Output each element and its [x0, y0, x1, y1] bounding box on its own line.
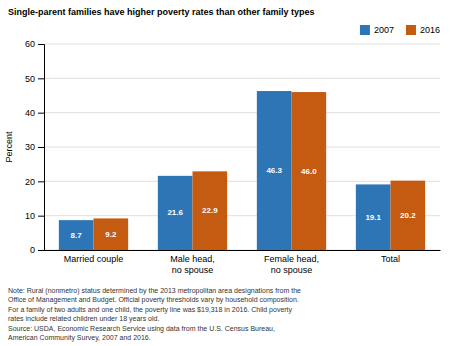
bar — [356, 184, 391, 250]
y-tick-label: 50 — [25, 74, 35, 84]
data-label: 46.0 — [301, 167, 317, 176]
y-tick: 40 — [25, 108, 44, 118]
y-tick-mark — [38, 147, 44, 148]
data-label: 8.7 — [71, 231, 83, 240]
x-tick-label: Married couple — [64, 254, 124, 264]
data-label: 46.3 — [266, 166, 282, 175]
bar — [193, 171, 228, 250]
bar — [158, 176, 193, 250]
x-axis: Married couple Male head,no spouse Female … — [45, 251, 441, 275]
grid — [44, 44, 440, 250]
grid-line — [44, 78, 440, 79]
x-tick: Married couple — [64, 254, 124, 264]
y-tick-mark — [38, 44, 44, 45]
data-label: 22.9 — [202, 206, 218, 215]
x-tick: Male head,no spouse — [170, 254, 215, 274]
title: Single-parent families have higher pover… — [8, 7, 315, 17]
x-axis-line — [45, 250, 441, 251]
legend: 2007 2016 — [360, 25, 440, 35]
legend-swatch — [406, 25, 416, 35]
x-tick-label: Male head,no spouse — [170, 254, 215, 274]
legend-label: 2007 — [374, 25, 394, 35]
data-label: 19.1 — [365, 213, 381, 222]
y-tick-label: 20 — [25, 177, 35, 187]
y-tick-mark — [38, 113, 44, 114]
data-label: 20.2 — [400, 211, 416, 220]
data-label: 9.2 — [105, 230, 117, 239]
bar — [257, 91, 292, 250]
grid-line — [44, 112, 440, 113]
legend-swatch — [360, 25, 370, 35]
y-tick: 30 — [25, 142, 44, 152]
y-tick: 60 — [25, 39, 44, 49]
grid-line — [44, 181, 440, 182]
chart: 8.7 21.6 46.3 19.1 9.2 22.9 46.0 20.2 0 10 20 30 40 5… — [0, 0, 450, 346]
y-tick-mark — [38, 78, 44, 79]
x-tick-label: Female head,no spouse — [264, 254, 319, 274]
y-tick-mark — [38, 181, 44, 182]
x-tick-label: Total — [381, 254, 400, 264]
bars — [59, 91, 425, 250]
y-axis: 0 10 20 30 40 50 60 — [25, 39, 45, 255]
data-label: 21.6 — [167, 208, 183, 217]
y-tick-mark — [38, 250, 44, 251]
y-axis-title: Percent — [4, 131, 14, 163]
y-tick: 20 — [25, 177, 44, 187]
y-tick: 50 — [25, 74, 44, 84]
bar — [59, 220, 94, 250]
y-tick-label: 60 — [25, 39, 35, 49]
grid-line — [44, 44, 440, 45]
legend-label: 2016 — [420, 25, 440, 35]
legend-item: 2016 — [406, 25, 440, 35]
y-tick-label: 10 — [25, 211, 35, 221]
x-tick: Total — [381, 254, 400, 264]
y-tick-label: 0 — [30, 245, 35, 255]
data-labels: 8.7 21.6 46.3 19.1 9.2 22.9 46.0 20.2 — [71, 166, 417, 240]
y-tick: 10 — [25, 211, 44, 221]
y-tick-label: 40 — [25, 108, 35, 118]
y-tick-label: 30 — [25, 142, 35, 152]
y-tick-mark — [38, 216, 44, 217]
legend-item: 2007 — [360, 25, 394, 35]
x-tick: Female head,no spouse — [264, 254, 319, 274]
y-axis-line — [38, 45, 45, 251]
bar — [391, 181, 426, 250]
y-tick: 0 — [30, 245, 44, 255]
grid-line — [44, 147, 440, 148]
note: Note: Rural (nonmetro) status determined… — [8, 287, 301, 342]
bar — [292, 92, 327, 250]
bar — [94, 218, 129, 250]
